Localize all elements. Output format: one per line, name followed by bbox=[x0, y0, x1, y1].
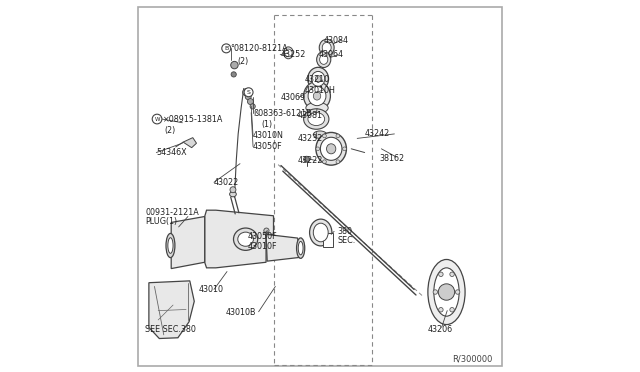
Text: 38162: 38162 bbox=[380, 154, 404, 163]
Ellipse shape bbox=[316, 132, 346, 165]
Ellipse shape bbox=[319, 55, 328, 64]
Bar bbox=[323, 232, 333, 247]
Ellipse shape bbox=[314, 92, 321, 100]
Text: 380: 380 bbox=[338, 227, 353, 236]
Ellipse shape bbox=[317, 52, 331, 68]
Circle shape bbox=[450, 272, 454, 276]
Circle shape bbox=[303, 156, 310, 162]
Polygon shape bbox=[149, 281, 195, 339]
Ellipse shape bbox=[308, 67, 328, 90]
Circle shape bbox=[230, 187, 236, 193]
Ellipse shape bbox=[308, 86, 326, 106]
Polygon shape bbox=[205, 210, 273, 268]
Circle shape bbox=[264, 228, 269, 233]
Text: 43010B: 43010B bbox=[225, 308, 255, 317]
Ellipse shape bbox=[168, 238, 173, 253]
Text: 43022: 43022 bbox=[214, 178, 239, 187]
Circle shape bbox=[243, 89, 250, 96]
Text: 43210: 43210 bbox=[305, 76, 330, 84]
Text: PLUG(1): PLUG(1) bbox=[145, 217, 177, 226]
Circle shape bbox=[323, 134, 326, 138]
Circle shape bbox=[342, 147, 346, 151]
Ellipse shape bbox=[238, 232, 253, 246]
Circle shape bbox=[438, 308, 443, 312]
Text: 43222: 43222 bbox=[298, 156, 323, 165]
Text: ß08363-6121B: ß08363-6121B bbox=[253, 109, 312, 118]
Polygon shape bbox=[266, 234, 300, 261]
Circle shape bbox=[438, 284, 454, 300]
Text: 00931-2121A: 00931-2121A bbox=[145, 208, 199, 217]
Ellipse shape bbox=[298, 241, 303, 255]
Circle shape bbox=[245, 94, 251, 100]
Circle shape bbox=[152, 114, 162, 124]
Ellipse shape bbox=[326, 144, 336, 154]
Text: 43064: 43064 bbox=[319, 50, 344, 59]
Text: ×08915-1381A: ×08915-1381A bbox=[163, 115, 223, 124]
Text: 43084: 43084 bbox=[324, 36, 349, 45]
Circle shape bbox=[248, 99, 253, 105]
Text: 43050F: 43050F bbox=[253, 142, 283, 151]
Text: 43242: 43242 bbox=[365, 129, 390, 138]
Circle shape bbox=[231, 61, 238, 69]
Ellipse shape bbox=[308, 112, 324, 126]
Ellipse shape bbox=[303, 81, 330, 110]
Ellipse shape bbox=[322, 42, 331, 53]
Circle shape bbox=[336, 134, 340, 138]
Text: 43232: 43232 bbox=[298, 134, 323, 143]
Ellipse shape bbox=[319, 39, 334, 56]
Ellipse shape bbox=[306, 102, 328, 113]
Circle shape bbox=[316, 147, 319, 151]
Polygon shape bbox=[183, 138, 196, 148]
Ellipse shape bbox=[296, 238, 305, 259]
Text: S: S bbox=[246, 90, 250, 95]
Circle shape bbox=[438, 272, 443, 276]
Ellipse shape bbox=[428, 260, 465, 324]
Text: B: B bbox=[224, 46, 228, 51]
Text: 43069: 43069 bbox=[280, 93, 305, 102]
Text: 54346X: 54346X bbox=[156, 148, 187, 157]
Text: SEC.: SEC. bbox=[338, 236, 356, 245]
Ellipse shape bbox=[316, 76, 321, 82]
Ellipse shape bbox=[312, 71, 325, 86]
Text: 43010N: 43010N bbox=[253, 131, 284, 140]
Circle shape bbox=[231, 72, 236, 77]
Ellipse shape bbox=[166, 234, 175, 257]
Text: 43010: 43010 bbox=[199, 285, 224, 294]
Circle shape bbox=[456, 290, 460, 294]
Text: 43010H: 43010H bbox=[305, 86, 336, 94]
Text: 43206: 43206 bbox=[428, 325, 453, 334]
Ellipse shape bbox=[234, 228, 258, 250]
Ellipse shape bbox=[230, 192, 236, 197]
Text: (2): (2) bbox=[164, 126, 176, 135]
Circle shape bbox=[265, 232, 268, 235]
Ellipse shape bbox=[310, 219, 332, 246]
Text: (2): (2) bbox=[237, 57, 249, 66]
Text: °08120-8121A: °08120-8121A bbox=[231, 44, 289, 53]
Ellipse shape bbox=[303, 109, 329, 129]
Ellipse shape bbox=[321, 137, 342, 160]
Circle shape bbox=[244, 88, 253, 97]
Circle shape bbox=[433, 290, 438, 294]
Text: R/300000: R/300000 bbox=[452, 355, 493, 363]
Ellipse shape bbox=[434, 268, 459, 316]
Text: 43081: 43081 bbox=[298, 111, 323, 120]
Text: 43010F: 43010F bbox=[248, 242, 277, 251]
Circle shape bbox=[250, 104, 255, 109]
Circle shape bbox=[450, 308, 454, 312]
Circle shape bbox=[336, 160, 340, 164]
Text: 43252: 43252 bbox=[280, 50, 305, 59]
Ellipse shape bbox=[429, 269, 452, 309]
Ellipse shape bbox=[314, 131, 326, 138]
Text: SEE SEC.380: SEE SEC.380 bbox=[145, 325, 196, 334]
Text: W: W bbox=[154, 116, 160, 122]
Ellipse shape bbox=[284, 47, 293, 59]
Circle shape bbox=[285, 49, 292, 57]
Text: 43050F: 43050F bbox=[248, 232, 277, 241]
Polygon shape bbox=[172, 217, 205, 269]
Ellipse shape bbox=[314, 223, 328, 242]
Circle shape bbox=[323, 160, 326, 164]
Text: (1): (1) bbox=[262, 120, 273, 129]
Circle shape bbox=[222, 44, 231, 53]
Ellipse shape bbox=[433, 276, 448, 302]
